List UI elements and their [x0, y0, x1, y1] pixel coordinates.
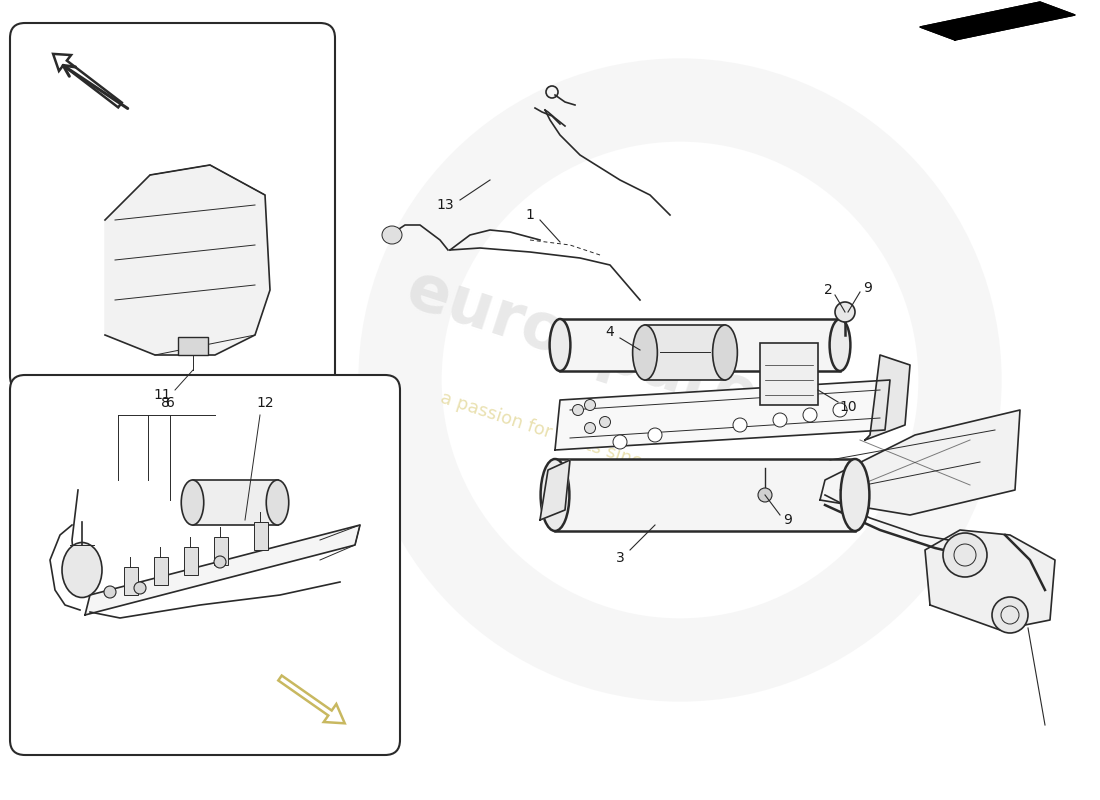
Circle shape	[584, 399, 595, 410]
FancyBboxPatch shape	[10, 23, 335, 391]
Bar	[124, 567, 138, 595]
Text: 4: 4	[606, 325, 615, 339]
Circle shape	[134, 582, 146, 594]
Bar	[154, 557, 168, 585]
Circle shape	[104, 586, 116, 598]
FancyBboxPatch shape	[10, 375, 400, 755]
Bar	[560, 319, 840, 371]
Text: 10: 10	[839, 400, 857, 414]
Ellipse shape	[713, 325, 737, 380]
Bar	[178, 337, 208, 355]
Ellipse shape	[550, 319, 571, 371]
Ellipse shape	[540, 459, 570, 531]
Polygon shape	[865, 355, 910, 440]
Circle shape	[214, 556, 225, 568]
Circle shape	[600, 417, 610, 427]
Polygon shape	[925, 530, 1055, 630]
Circle shape	[835, 302, 855, 322]
Circle shape	[992, 597, 1028, 633]
Circle shape	[733, 418, 747, 432]
Text: eurospares: eurospares	[398, 258, 802, 442]
Bar	[645, 325, 725, 380]
Text: 11: 11	[153, 388, 170, 402]
Circle shape	[572, 405, 583, 415]
Text: 6: 6	[166, 396, 175, 410]
Circle shape	[648, 428, 662, 442]
Bar	[760, 343, 818, 405]
Polygon shape	[85, 525, 360, 615]
Circle shape	[773, 413, 786, 427]
Ellipse shape	[382, 226, 402, 244]
Polygon shape	[104, 165, 270, 355]
Polygon shape	[820, 410, 1020, 515]
Bar	[254, 522, 268, 550]
Text: a passion for parts since 1985: a passion for parts since 1985	[438, 390, 703, 490]
Circle shape	[758, 488, 772, 502]
Circle shape	[584, 422, 595, 434]
Ellipse shape	[62, 542, 102, 598]
Circle shape	[833, 403, 847, 417]
Ellipse shape	[632, 325, 658, 380]
Polygon shape	[556, 380, 890, 450]
Circle shape	[943, 533, 987, 577]
Text: 3: 3	[616, 551, 625, 565]
Text: 9: 9	[864, 281, 872, 295]
Text: 2: 2	[824, 283, 833, 297]
Ellipse shape	[266, 480, 288, 525]
Circle shape	[803, 408, 817, 422]
Text: 12: 12	[256, 396, 274, 410]
Bar	[214, 537, 228, 565]
Text: 1: 1	[526, 208, 535, 222]
Text: 9: 9	[783, 513, 792, 527]
Bar	[184, 547, 198, 575]
Circle shape	[613, 435, 627, 449]
Ellipse shape	[840, 459, 869, 531]
Polygon shape	[920, 2, 1075, 40]
Ellipse shape	[182, 480, 204, 525]
Text: 8: 8	[161, 396, 169, 410]
Bar	[192, 480, 277, 525]
Ellipse shape	[829, 319, 850, 371]
Bar	[556, 459, 855, 531]
Polygon shape	[540, 460, 570, 520]
Text: 13: 13	[437, 198, 454, 212]
